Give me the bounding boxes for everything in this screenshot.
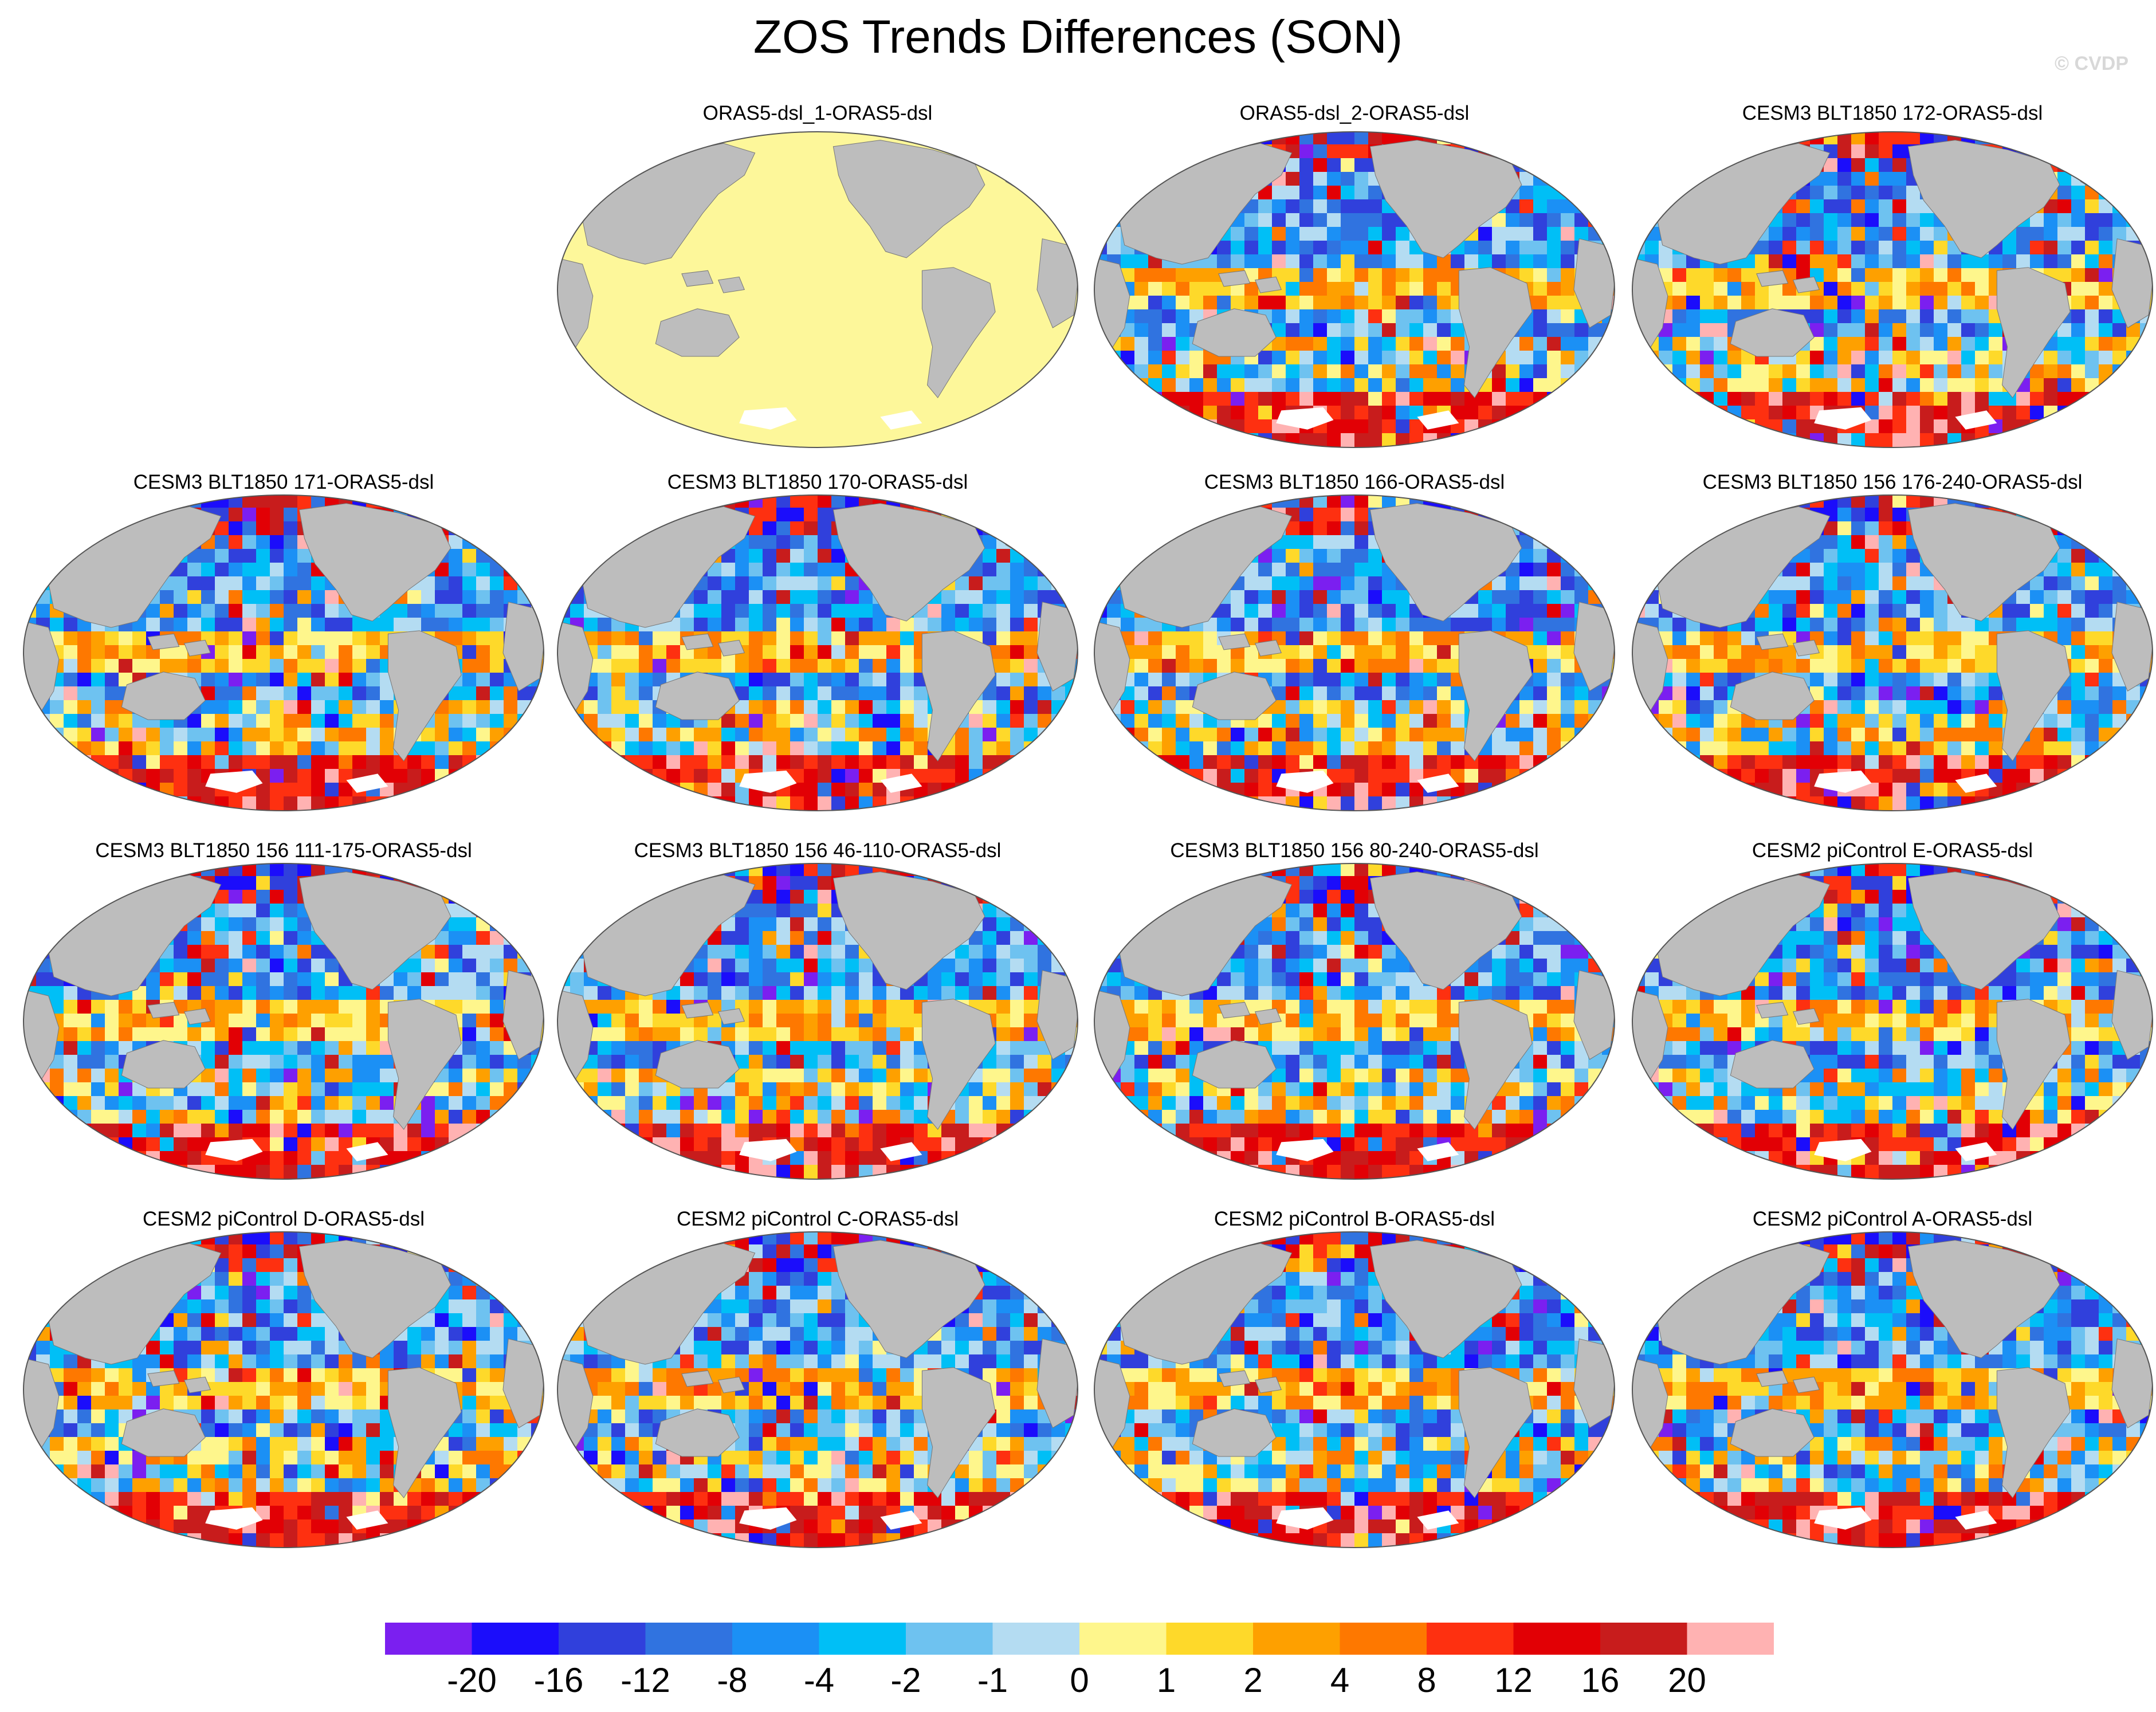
colorbar-tick-label: 20 xyxy=(1668,1661,1706,1699)
panel-title: CESM3 BLT1850 172-ORAS5-dsl xyxy=(1742,102,2043,124)
colorbar-tick-label: 1 xyxy=(1156,1661,1176,1699)
colorbar-swatch xyxy=(906,1623,993,1655)
map-p04 xyxy=(23,494,544,811)
land-mask xyxy=(1632,503,2153,793)
colorbar-tick-label: -20 xyxy=(447,1661,497,1699)
colorbar-swatch xyxy=(645,1623,733,1655)
map-border xyxy=(23,494,544,811)
map-border xyxy=(557,863,1078,1180)
map-p07 xyxy=(1632,494,2153,811)
map-border xyxy=(1632,494,2153,811)
map-p13 xyxy=(557,1231,1078,1548)
panel-title: CESM2 piControl D-ORAS5-dsl xyxy=(142,1208,425,1230)
colorbar-tick-label: -4 xyxy=(803,1661,835,1699)
map-p09 xyxy=(557,863,1078,1180)
map-p06 xyxy=(1094,494,1615,811)
colorbar-tick-label: 8 xyxy=(1417,1661,1436,1699)
panel-title: CESM3 BLT1850 171-ORAS5-dsl xyxy=(133,471,434,493)
colorbar-swatch xyxy=(819,1623,906,1655)
colorbar-tick-label: 4 xyxy=(1330,1661,1350,1699)
colorbar-tick-label: 12 xyxy=(1494,1661,1533,1699)
colorbar-swatch xyxy=(1166,1623,1254,1655)
map-border xyxy=(1094,863,1615,1180)
panel-title: CESM2 piControl E-ORAS5-dsl xyxy=(1751,839,2033,862)
colorbar-swatch xyxy=(1427,1623,1514,1655)
map-border xyxy=(1632,131,2153,448)
colorbar-swatch xyxy=(732,1623,819,1655)
colorbar-swatch xyxy=(992,1623,1080,1655)
colorbar-tick-label: -2 xyxy=(890,1661,921,1699)
panel-title: CESM3 BLT1850 166-ORAS5-dsl xyxy=(1204,471,1505,493)
panel-title: CESM2 piControl A-ORAS5-dsl xyxy=(1752,1208,2033,1230)
colorbar-swatch xyxy=(385,1623,472,1655)
map-p05 xyxy=(557,494,1078,811)
colorbar-tick-label: 16 xyxy=(1581,1661,1620,1699)
map-border xyxy=(1632,1231,2153,1548)
colorbar-tick-label: 2 xyxy=(1243,1661,1263,1699)
map-p03 xyxy=(1632,131,2153,448)
map-border xyxy=(1094,494,1615,811)
map-p12 xyxy=(23,1231,544,1548)
panel-title: CESM2 piControl C-ORAS5-dsl xyxy=(676,1208,959,1230)
map-border xyxy=(557,131,1078,448)
map-p08 xyxy=(23,863,544,1180)
colorbar-tick-label: -8 xyxy=(717,1661,748,1699)
map-border xyxy=(1094,1231,1615,1548)
land-mask xyxy=(557,503,1078,793)
watermark: © CVDP xyxy=(2055,53,2128,74)
colorbar-tick-label: -16 xyxy=(533,1661,584,1699)
panel-title: CESM3 BLT1850 156 80-240-ORAS5-dsl xyxy=(1170,839,1539,862)
panel-title: CESM3 BLT1850 156 176-240-ORAS5-dsl xyxy=(1702,471,2083,493)
map-p14 xyxy=(1094,1231,1615,1548)
map-border xyxy=(557,1231,1078,1548)
panel-title: CESM3 BLT1850 156 111-175-ORAS5-dsl xyxy=(95,839,472,862)
panel-title: CESM3 BLT1850 170-ORAS5-dsl xyxy=(667,471,968,493)
colorbar-swatch xyxy=(559,1623,646,1655)
map-p10 xyxy=(1094,863,1615,1180)
colorbar-swatch xyxy=(1079,1623,1167,1655)
map-p15 xyxy=(1632,1231,2153,1548)
colorbar-swatch xyxy=(472,1623,559,1655)
map-border xyxy=(23,863,544,1180)
map-border xyxy=(1094,131,1615,448)
panel-title: CESM3 BLT1850 156 46-110-ORAS5-dsl xyxy=(634,839,1002,862)
colorbar-swatch xyxy=(1600,1623,1687,1655)
colorbar-swatch xyxy=(1253,1623,1340,1655)
colorbar-tick-label: 0 xyxy=(1070,1661,1089,1699)
panel-title: ORAS5-dsl_2-ORAS5-dsl xyxy=(1239,102,1470,124)
map-p01 xyxy=(557,131,1078,448)
map-p02 xyxy=(1094,131,1615,448)
map-border xyxy=(23,1231,544,1548)
page-title: ZOS Trends Differences (SON) xyxy=(753,11,1403,63)
colorbar-tick-label: -12 xyxy=(621,1661,670,1699)
panel-title: CESM2 piControl B-ORAS5-dsl xyxy=(1214,1208,1495,1230)
colorbar-swatch xyxy=(1340,1623,1427,1655)
map-border xyxy=(557,494,1078,811)
panel-title: ORAS5-dsl_1-ORAS5-dsl xyxy=(702,102,933,124)
colorbar xyxy=(385,1623,1774,1655)
colorbar-tick-label: -1 xyxy=(977,1661,1008,1699)
map-p11 xyxy=(1632,863,2153,1180)
colorbar-swatch xyxy=(1687,1623,1774,1655)
colorbar-swatch xyxy=(1513,1623,1601,1655)
map-border xyxy=(1632,863,2153,1180)
